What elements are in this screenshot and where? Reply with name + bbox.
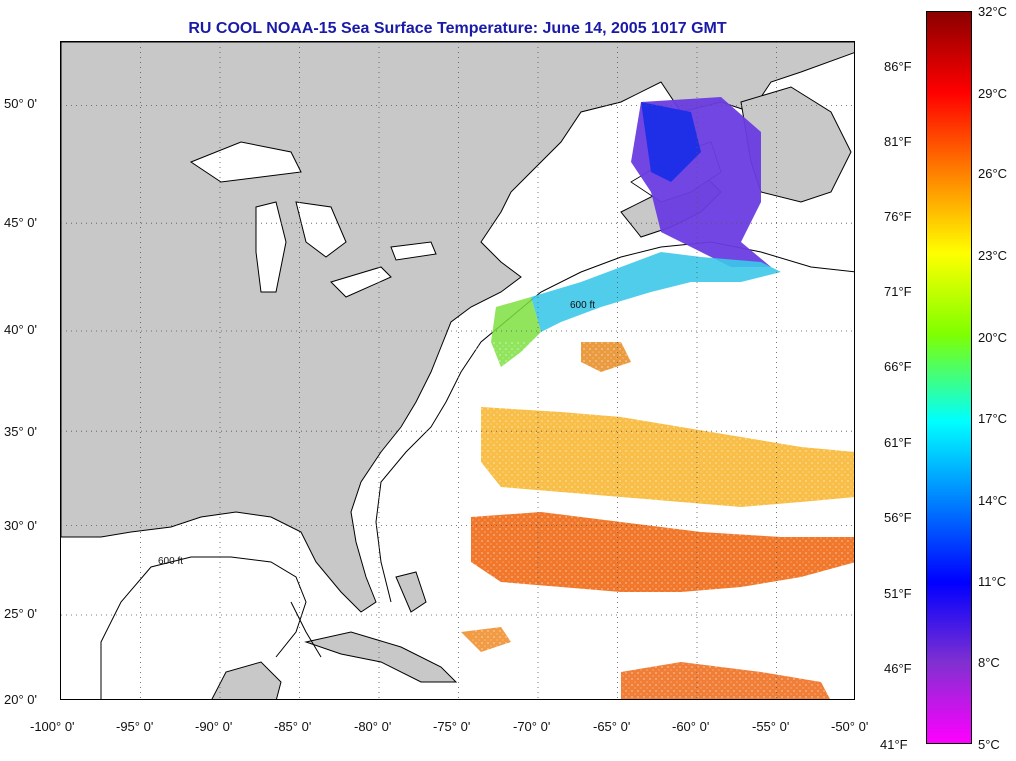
lon-label-60: -60° 0' — [672, 719, 710, 734]
great-lake-erie — [330, 266, 392, 298]
lon-label-80: -80° 0' — [354, 719, 392, 734]
colorbar-c-29: 29°C — [978, 86, 1008, 101]
colorbar-c-20: 20°C — [978, 330, 1008, 345]
lon-label-55: -55° 0' — [752, 719, 790, 734]
colorbar-c-5: 5°C — [978, 737, 1000, 752]
colorbar-c-32: 32°C — [978, 4, 1008, 19]
lat-label-50: 50° 0' — [4, 96, 37, 111]
lon-label-90: -90° 0' — [195, 719, 233, 734]
colorbar-f-71: 71°F — [884, 284, 912, 299]
colorbar-f-61: 61°F — [884, 435, 912, 450]
colorbar-f-76: 76°F — [884, 209, 912, 224]
colorbar-c-11: 11°C — [978, 574, 1007, 589]
sst-layer — [461, 97, 854, 699]
colorbar-f-81: 81°F — [884, 134, 912, 149]
sst-map[interactable] — [60, 41, 855, 700]
great-lake-huron — [295, 201, 347, 258]
lat-label-25: 25° 0' — [4, 606, 37, 621]
colorbar-c-26: 26°C — [978, 166, 1008, 181]
lon-label-65: -65° 0' — [593, 719, 631, 734]
colorbar-f-51: 51°F — [884, 586, 912, 601]
isobath-label-shelf: 600 ft — [570, 300, 596, 311]
colorbar-f-56: 56°F — [884, 510, 912, 525]
temperature-colorbar — [926, 11, 972, 744]
yucatan-land — [211, 661, 282, 699]
lat-label-30: 30° 0' — [4, 518, 37, 533]
colorbar-f-41: 41°F — [880, 737, 908, 752]
lat-label-40: 40° 0' — [4, 322, 37, 337]
sst-patch-gulf-st-lawrence — [641, 102, 701, 182]
lat-label-35: 35° 0' — [4, 424, 37, 439]
lon-label-95: -95° 0' — [116, 719, 154, 734]
lon-label-85: -85° 0' — [274, 719, 312, 734]
lon-label-75: -75° 0' — [433, 719, 471, 734]
lon-label-50: -50° 0' — [831, 719, 869, 734]
great-lake-ontario — [390, 241, 437, 261]
colorbar-c-14: 14°C — [978, 493, 1008, 508]
great-lake-michigan — [255, 201, 287, 293]
map-title: RU COOL NOAA-15 Sea Surface Temperature:… — [188, 20, 727, 37]
lon-label-70: -70° 0' — [513, 719, 551, 734]
sst-map-canvas — [61, 42, 854, 699]
isobath-florida — [290, 601, 322, 658]
lat-label-20: 20° 0' — [4, 692, 37, 707]
colorbar-c-23: 23°C — [978, 248, 1008, 263]
colorbar-f-66: 66°F — [884, 359, 912, 374]
sst-patch-gulf-of-maine — [531, 252, 781, 332]
isobath-gulf-of-mexico — [100, 556, 307, 699]
colorbar-f-86: 86°F — [884, 59, 912, 74]
colorbar-c-8: 8°C — [978, 655, 1000, 670]
lon-label-100: -100° 0' — [30, 719, 75, 734]
colorbar-f-46: 46°F — [884, 661, 912, 676]
colorbar-c-17: 17°C — [978, 411, 1008, 426]
cuba-land — [304, 631, 458, 683]
lat-label-45: 45° 0' — [4, 215, 37, 230]
bahamas-land — [395, 571, 427, 613]
isobath-label-gulf: 600 ft — [158, 556, 184, 567]
great-lake-superior — [189, 141, 302, 183]
